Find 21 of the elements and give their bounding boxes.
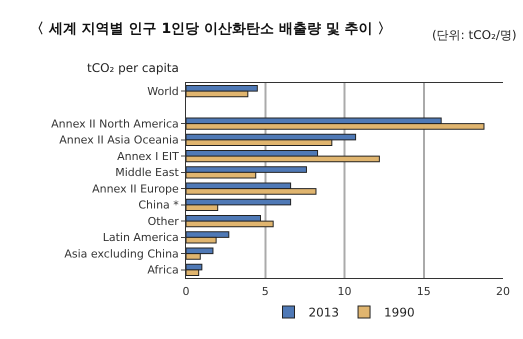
y-tick-label: Annex II Asia Oceania: [59, 134, 179, 147]
x-tick-label: 10: [338, 285, 352, 298]
y-tick-label: Middle East: [115, 166, 180, 180]
x-tick-label: 15: [416, 285, 431, 298]
y-tick-label: World: [147, 84, 179, 98]
y-tick-label: Other: [148, 214, 180, 228]
y-tick-label: Asia excluding China: [64, 247, 179, 260]
y-tick-label: Annex II Europe: [92, 182, 180, 196]
chart-subtitle: (단위: tCO₂/명): [432, 28, 517, 42]
y-tick-label: Annex II North America: [51, 117, 179, 130]
x-tick-label: 5: [262, 285, 269, 298]
chart-title: 〈 세계 지역별 인구 1인당 이산화탄소 배출량 및 추이 〉: [30, 21, 392, 37]
y-tick-label: China *: [138, 198, 180, 212]
legend-label: 2013: [308, 306, 340, 320]
y-axis-title: tCO₂ per capita: [87, 61, 179, 75]
x-tick-label: 20: [496, 285, 510, 298]
legend-label: 1990: [384, 306, 415, 320]
y-tick-label: Latin America: [102, 231, 179, 244]
x-tick-label: 0: [182, 285, 190, 298]
y-tick-label: Africa: [147, 264, 179, 277]
y-tick-label: Annex I EIT: [117, 150, 180, 163]
